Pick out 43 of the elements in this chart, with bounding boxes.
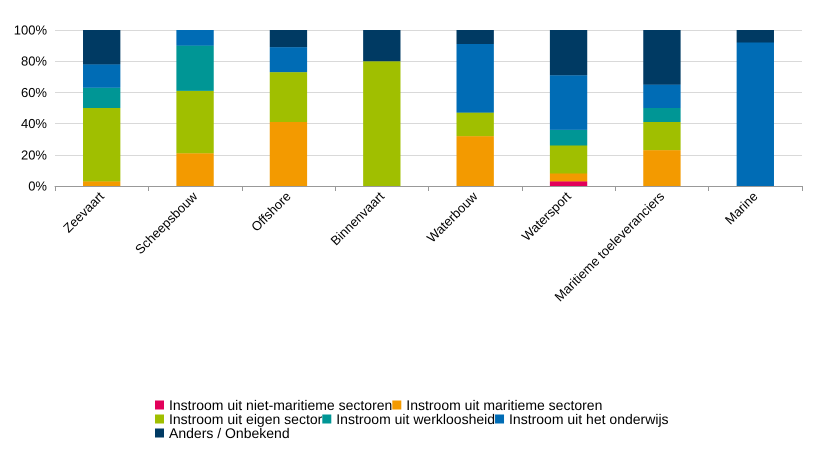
bar — [550, 174, 588, 182]
y-tick-label: 80% — [20, 54, 48, 69]
bar — [83, 64, 120, 88]
bar — [550, 75, 588, 130]
bar — [643, 108, 681, 122]
bar — [643, 150, 681, 186]
legend-label: Instroom uit werkloosheid — [336, 411, 496, 427]
bar — [83, 88, 120, 108]
bar — [456, 44, 494, 113]
bar — [83, 181, 120, 186]
bar — [456, 136, 494, 186]
y-tick-label: 60% — [20, 84, 48, 100]
bar — [83, 30, 120, 64]
y-tick-label: 0% — [28, 178, 48, 194]
bar — [643, 122, 681, 150]
bar — [270, 72, 308, 122]
bar — [736, 30, 774, 42]
legend-label: Instroom uit het onderwijs — [509, 411, 669, 427]
legend-label: Instroom uit niet-maritieme sectoren — [169, 397, 392, 413]
bar — [83, 108, 120, 182]
bar — [270, 122, 308, 186]
bar — [363, 30, 400, 62]
bar — [550, 181, 588, 186]
bar — [176, 90, 214, 154]
legend-label: Instroom uit maritieme sectoren — [406, 397, 602, 413]
bar — [643, 30, 681, 85]
bar — [270, 30, 308, 48]
bar — [176, 153, 214, 186]
bar — [643, 84, 681, 108]
bar — [550, 30, 588, 76]
bar — [550, 145, 588, 174]
bar — [363, 61, 400, 186]
legend-label: Instroom uit eigen sector — [169, 411, 323, 427]
bar — [736, 42, 774, 186]
y-tick-label: 40% — [20, 116, 48, 132]
bar — [176, 30, 214, 46]
y-tick-label: 100% — [14, 22, 48, 38]
bar — [456, 112, 494, 136]
bar — [550, 130, 588, 146]
bar — [270, 47, 308, 72]
y-tick-label: 20% — [20, 147, 48, 162]
bar — [456, 30, 494, 44]
bar — [176, 46, 214, 91]
